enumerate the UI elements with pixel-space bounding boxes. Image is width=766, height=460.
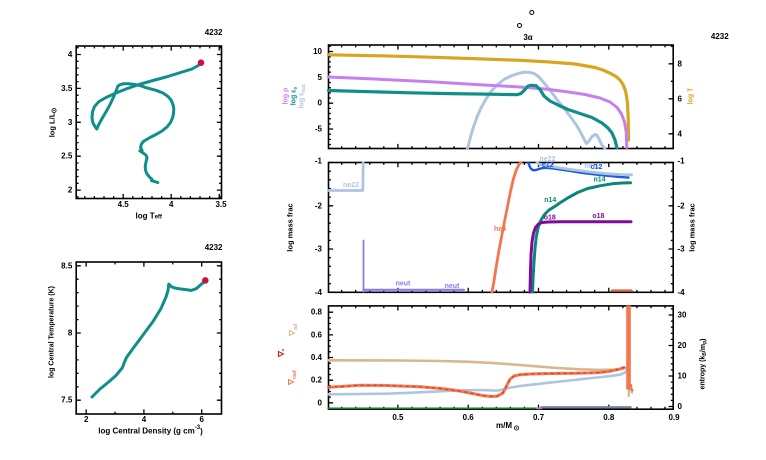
svg-text:-5: -5 xyxy=(315,125,323,134)
svg-text:3α: 3α xyxy=(523,33,532,42)
svg-text:neut: neut xyxy=(445,283,460,290)
svg-text:c12: c12 xyxy=(591,164,603,171)
svg-text:c12: c12 xyxy=(542,162,554,169)
svg-text:0: 0 xyxy=(678,402,683,411)
svg-text:-1: -1 xyxy=(315,156,323,165)
svg-text:log T: log T xyxy=(688,87,695,104)
svg-text:10: 10 xyxy=(313,47,322,56)
svg-text:4232: 4232 xyxy=(205,28,223,37)
svg-text:log Central Density (g cm-3): log Central Density (g cm-3) xyxy=(98,425,203,436)
svg-text:0.4: 0.4 xyxy=(311,353,323,362)
svg-text:4232: 4232 xyxy=(205,243,223,252)
svg-text:30: 30 xyxy=(678,311,687,320)
svg-text:neut: neut xyxy=(396,281,411,288)
svg-text:2.5: 2.5 xyxy=(61,152,73,161)
svg-text:3.5: 3.5 xyxy=(215,200,227,209)
svg-text:0.6: 0.6 xyxy=(311,330,323,339)
svg-text:6: 6 xyxy=(678,94,683,103)
svg-text:8: 8 xyxy=(678,59,683,68)
svg-text:0.2: 0.2 xyxy=(311,376,323,385)
svg-text:ne22: ne22 xyxy=(584,163,600,170)
svg-text:ad: ad xyxy=(293,324,299,330)
svg-text:7.5: 7.5 xyxy=(61,396,73,405)
svg-text:ne22: ne22 xyxy=(343,182,359,189)
svg-text:2: 2 xyxy=(84,415,89,424)
svg-text:n14: n14 xyxy=(593,177,605,184)
svg-text:4232: 4232 xyxy=(711,32,729,41)
svg-text:0.8: 0.8 xyxy=(311,308,323,317)
svg-text:-3: -3 xyxy=(315,245,323,254)
svg-text:o18: o18 xyxy=(592,213,604,220)
svg-text:8.5: 8.5 xyxy=(61,261,73,270)
svg-text:log ρ: log ρ xyxy=(283,87,290,104)
svg-text:entropy (kB/mp): entropy (kB/mp) xyxy=(700,338,709,389)
svg-text:log Teff: log Teff xyxy=(135,211,162,220)
svg-text:log Central Temperature (K): log Central Temperature (K) xyxy=(49,286,56,378)
svg-text:6: 6 xyxy=(199,415,204,424)
svg-text:log mass frac: log mass frac xyxy=(688,203,697,251)
svg-text:n14: n14 xyxy=(544,197,556,204)
svg-text:0.7: 0.7 xyxy=(533,413,545,422)
svg-text:-3: -3 xyxy=(678,245,686,254)
svg-text:-2: -2 xyxy=(315,201,323,210)
svg-text:5: 5 xyxy=(318,73,323,82)
svg-text:rad: rad xyxy=(292,370,298,379)
svg-text:10: 10 xyxy=(678,372,687,381)
svg-text:log mass frac: log mass frac xyxy=(286,203,295,251)
svg-text:ne22: ne22 xyxy=(540,156,556,163)
svg-text:3: 3 xyxy=(68,118,73,127)
svg-text:0.5: 0.5 xyxy=(392,413,404,422)
svg-text:log εν: log εν xyxy=(291,87,300,106)
svg-text:0.6: 0.6 xyxy=(463,413,475,422)
svg-text:4: 4 xyxy=(169,200,174,209)
svg-text:2: 2 xyxy=(68,186,73,195)
svg-text:0.8: 0.8 xyxy=(603,413,615,422)
svg-text:4: 4 xyxy=(678,129,683,138)
svg-text:*: * xyxy=(282,348,288,351)
svg-text:4.5: 4.5 xyxy=(118,200,130,209)
svg-text:m/M: m/M xyxy=(496,421,512,430)
svg-text:-1: -1 xyxy=(678,156,686,165)
svg-text:o18: o18 xyxy=(544,215,556,222)
svg-text:0.9: 0.9 xyxy=(668,413,680,422)
svg-text:4: 4 xyxy=(68,50,73,59)
svg-text:-2: -2 xyxy=(678,201,686,210)
svg-text:20: 20 xyxy=(678,341,687,350)
svg-text:log L/L: log L/L xyxy=(48,112,57,137)
svg-text:0: 0 xyxy=(318,99,323,108)
svg-text:3.5: 3.5 xyxy=(61,84,73,93)
svg-text:8: 8 xyxy=(68,329,73,338)
svg-text:4: 4 xyxy=(142,415,147,424)
svg-text:log εnuc: log εnuc xyxy=(299,83,308,108)
svg-text:he4: he4 xyxy=(494,226,506,233)
svg-text:-4: -4 xyxy=(315,288,323,297)
svg-text:-4: -4 xyxy=(678,288,686,297)
svg-text:0: 0 xyxy=(318,398,323,407)
